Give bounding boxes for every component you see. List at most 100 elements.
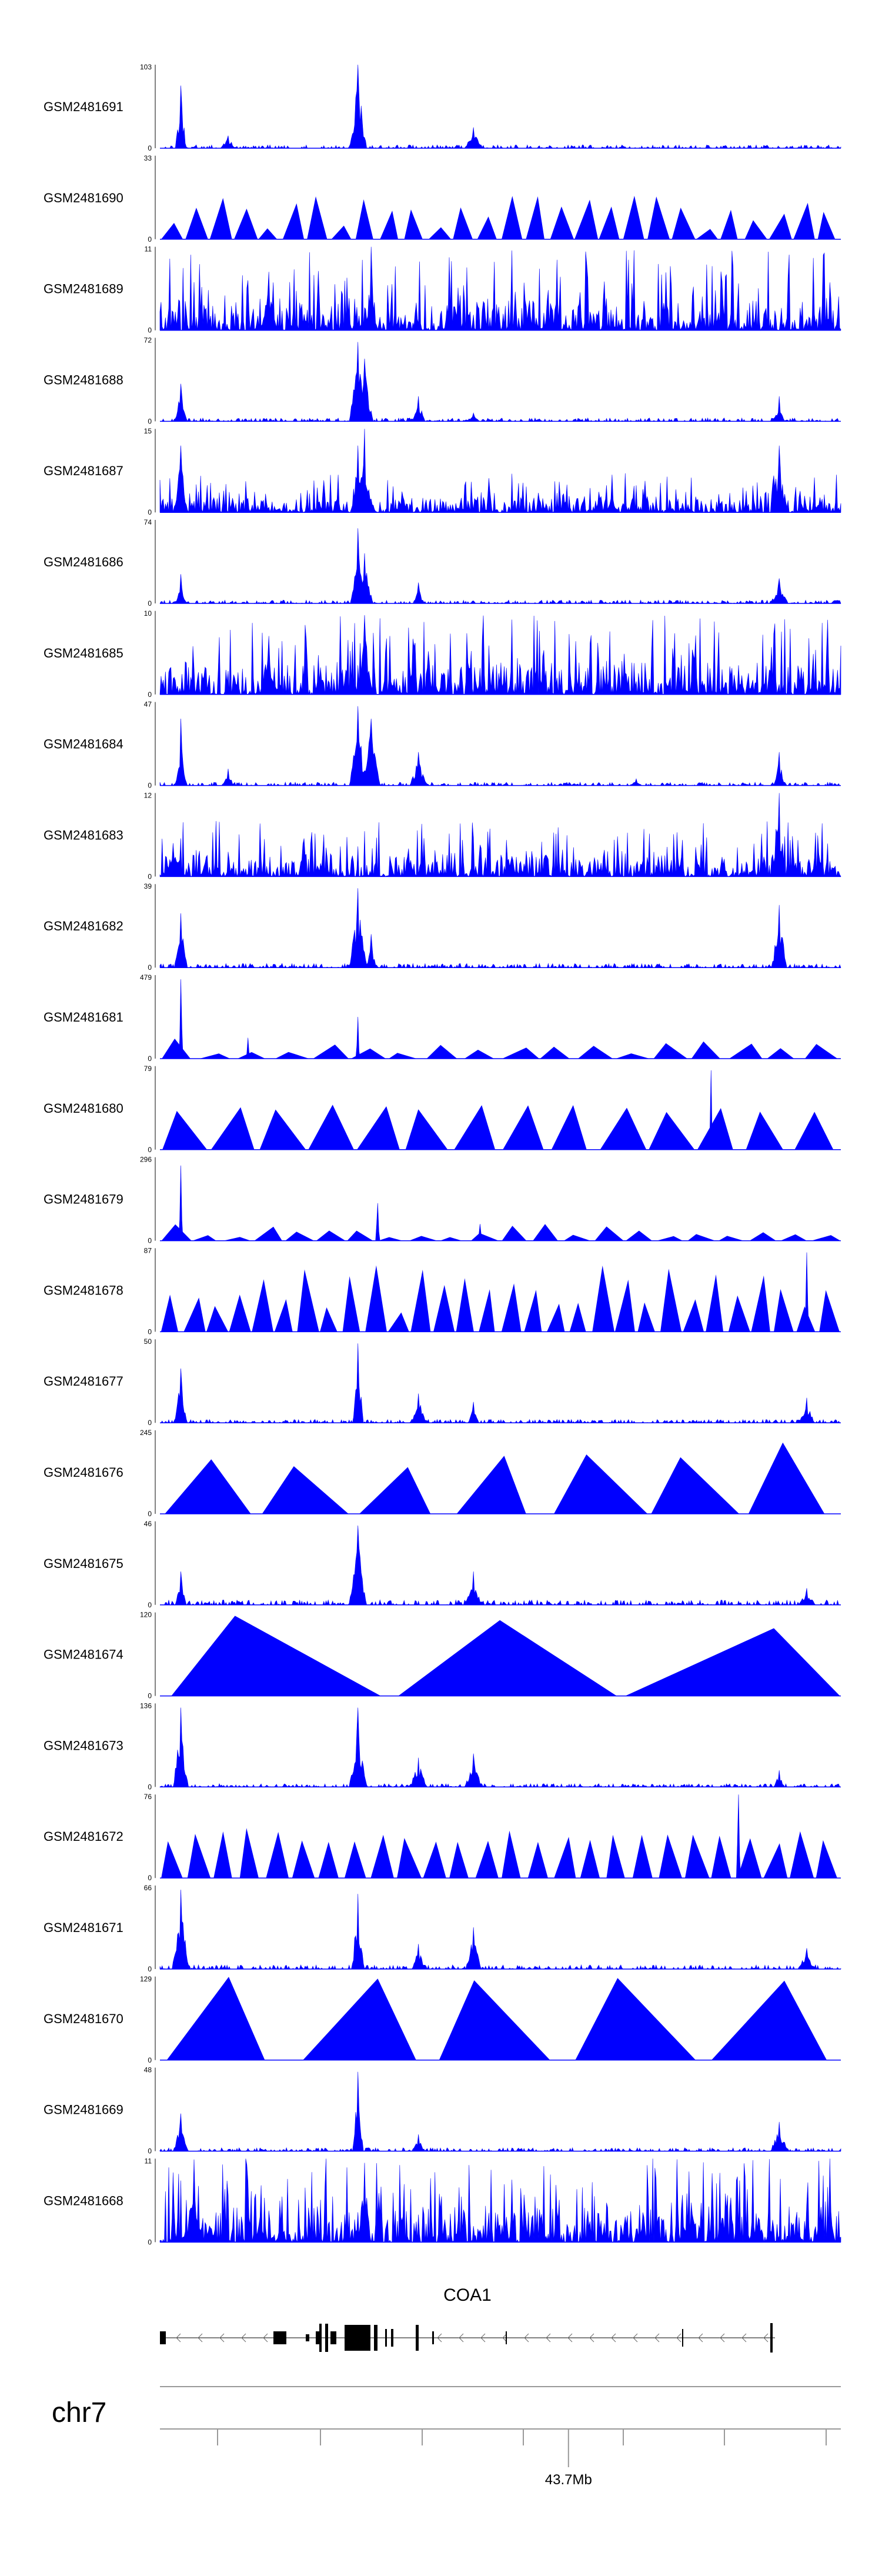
track-segment [161,223,183,239]
track-segment [719,1236,744,1241]
track-segment [282,203,304,239]
track-segment [370,1834,394,1878]
track-segment [817,212,836,239]
track-segment [574,199,599,239]
strand-arrow [241,2333,246,2343]
track-segment [656,1236,683,1241]
strand-arrow [219,2333,225,2343]
track-segment [209,198,232,239]
track-ymin-label: 0 [148,235,152,243]
track-segment [192,1235,216,1241]
track-segment [623,195,644,239]
track-ymin-label: 0 [148,1510,152,1518]
track-ymax-label: 296 [140,1156,152,1164]
track-ymin-label: 0 [148,1146,152,1154]
track-segment [554,1837,576,1878]
exon [316,2331,322,2344]
track-coverage [159,246,841,331]
strand-arrow [524,2333,529,2343]
track-segment [711,1980,827,2060]
track-coverage [159,793,841,877]
strand-arrow [654,2333,660,2343]
track-segment [397,1838,422,1878]
track-segment [453,207,473,239]
track-GSM2481672: GSM2481672 76 0 [44,1793,841,1882]
track-segment [575,1978,696,2060]
track-label: GSM2481688 [44,372,123,387]
chromosome-label: chr7 [52,2397,106,2428]
track-segment [378,1237,403,1241]
track-label: GSM2481679 [44,1192,123,1207]
strand-arrow [698,2333,703,2343]
track-segment [748,1442,825,1514]
track-ymax-label: 76 [144,1793,152,1801]
track-ymin-label: 0 [148,508,152,516]
track-label: GSM2481671 [44,1920,123,1935]
track-ymax-label: 39 [144,882,152,890]
track-segment [811,1235,841,1241]
exon [330,2331,336,2344]
track-coverage [160,1343,841,1424]
track-segment [659,1834,682,1878]
track-segment [162,1110,208,1150]
track-segment [262,1466,349,1514]
track-segment [616,1053,650,1059]
track-ymin-label: 0 [148,963,152,972]
track-label: GSM2481685 [44,646,123,660]
track-segment [355,199,373,239]
track-segment [547,1303,565,1332]
strand-arrow [633,2333,638,2343]
track-segment [359,1467,431,1514]
track-segment [275,1052,309,1059]
track-segment [365,1265,387,1332]
track-segment [780,1234,807,1241]
track-coverage [159,615,841,695]
track-segment [696,229,718,239]
track-segment [728,1295,750,1332]
track-segment [479,1289,495,1332]
track-coverage [159,888,841,969]
track-segment [683,1299,704,1332]
track-coverage [160,1794,841,1878]
track-segment [649,1112,695,1150]
track-segment [720,209,738,239]
track-segment [751,1275,770,1332]
exon [416,2325,419,2351]
track-segment [577,1046,613,1059]
track-ymax-label: 12 [144,791,152,799]
track-segment [166,1977,265,2060]
track-segment [749,1232,776,1241]
track-segment [162,1039,191,1059]
track-label: GSM2481681 [44,1010,123,1025]
exon [432,2331,434,2344]
track-GSM2481684: GSM2481684 47 0 [44,700,841,790]
track-segment [502,1226,527,1241]
track-coverage [159,2158,841,2243]
track-segment [345,1841,366,1878]
track-coverage [160,1070,841,1150]
track-segment [297,1269,319,1332]
track-GSM2481680: GSM2481680 79 0 [44,1065,841,1154]
track-segment [711,1836,731,1878]
track-segment [211,1107,255,1150]
track-segment [550,206,574,239]
track-segment [213,1831,232,1878]
track-segment [223,1237,251,1241]
track-label: GSM2481682 [44,919,123,933]
track-ymin-label: 0 [148,1692,152,1700]
track-GSM2481668: GSM2481668 11 0 [44,2157,841,2246]
strand-arrow [546,2333,551,2343]
strand-arrow [437,2333,442,2343]
track-segment [387,1312,409,1332]
track-label: GSM2481687 [44,463,123,478]
track-segment [769,213,792,239]
track-label: GSM2481684 [44,737,123,752]
exon [374,2325,377,2351]
track-segment [342,1276,360,1332]
track-GSM2481676: GSM2481676 245 0 [44,1429,841,1518]
track-ymax-label: 50 [144,1337,152,1346]
track-segment [183,1297,206,1332]
exon [319,2324,322,2352]
track-segment [774,1289,794,1332]
track-segment [660,1269,682,1332]
